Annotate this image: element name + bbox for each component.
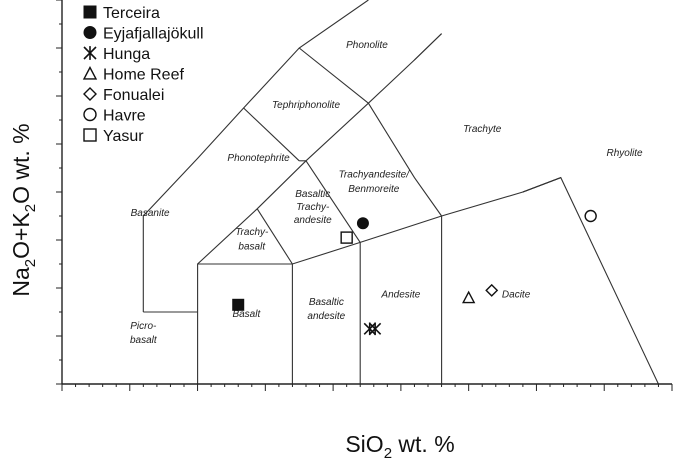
field-boundaries — [142, 0, 659, 385]
marker-shape — [340, 231, 353, 244]
legend-label: Fonualei — [103, 87, 164, 104]
legend-item: Havre — [83, 107, 146, 125]
field-label: Tephriphonolite — [272, 100, 340, 111]
field-label: Trachy- — [296, 202, 330, 213]
legend-item: Fonualei — [83, 87, 164, 104]
data-point — [462, 290, 476, 304]
field-boundary — [243, 107, 300, 162]
marker-shape — [485, 283, 499, 297]
data-point — [485, 283, 499, 297]
field-label: Basanite — [131, 208, 170, 219]
field-boundary — [142, 0, 369, 312]
legend-label: Terceira — [103, 5, 160, 22]
data-point — [369, 322, 382, 336]
x-axis-title: SiO2 wt. % — [345, 431, 454, 462]
legend-label: Yasur — [103, 128, 144, 145]
legend-item: Eyjafjallajökull — [83, 26, 204, 43]
field-boundary — [256, 208, 293, 265]
marker-shape — [83, 87, 97, 101]
field-label: andesite — [307, 311, 345, 322]
field-label: Andesite — [380, 290, 420, 301]
field-label: basalt — [238, 242, 266, 253]
marker-shape — [83, 107, 97, 122]
y-axis-title: Na2O+K2O wt. % — [8, 123, 39, 296]
field-label: Rhyolite — [606, 148, 643, 159]
marker-shape — [356, 217, 369, 230]
marker-shape — [584, 209, 597, 223]
field-label: Trachy- — [235, 227, 269, 238]
field-label: basalt — [130, 335, 158, 346]
field-label: Benmoreite — [348, 184, 400, 195]
legend-label: Hunga — [103, 46, 150, 63]
field-boundary — [522, 177, 561, 193]
field-label: Basaltic — [309, 297, 344, 308]
legend: Terceira Eyjafjallajökull Hunga Home Reef Fo… — [82, 5, 204, 145]
data-point — [584, 209, 597, 223]
field-label: Picro- — [130, 321, 157, 332]
field-label: Basaltic — [295, 189, 330, 200]
legend-item: Terceira — [83, 5, 160, 22]
field-labels: Phonolite Tephriphonolite Trachyte Rhyolite… — [130, 40, 643, 346]
marker-shape — [83, 26, 97, 39]
data-point — [356, 217, 369, 230]
data-point — [340, 231, 353, 244]
marker-shape — [82, 65, 98, 80]
field-label: Trachyandesite/ — [339, 170, 411, 181]
field-label: Dacite — [502, 290, 531, 301]
field-label: Phonolite — [346, 40, 388, 51]
legend-label: Havre — [103, 108, 146, 125]
legend-label: Home Reef — [103, 67, 184, 84]
marker-shape — [462, 290, 476, 304]
field-label: Phonotephrite — [227, 153, 290, 164]
legend-label: Eyjafjallajökull — [103, 26, 204, 43]
marker-shape — [83, 128, 97, 142]
field-boundary — [414, 33, 442, 61]
field-boundary — [367, 102, 443, 217]
field-label: Basalt — [232, 309, 261, 320]
field-label: Trachyte — [463, 124, 502, 135]
data-point — [363, 322, 376, 336]
field-label: andesite — [294, 215, 332, 226]
marker-shape — [83, 5, 97, 19]
field-boundary — [305, 160, 361, 243]
field-boundary — [522, 176, 659, 385]
legend-item: Home Reef — [82, 65, 184, 84]
legend-item: Yasur — [83, 128, 144, 145]
field-boundary — [298, 47, 369, 104]
data-point — [232, 298, 245, 311]
data-points — [232, 209, 597, 336]
axes — [56, 0, 673, 391]
marker-shape — [232, 298, 245, 311]
legend-item: Hunga — [83, 46, 150, 63]
